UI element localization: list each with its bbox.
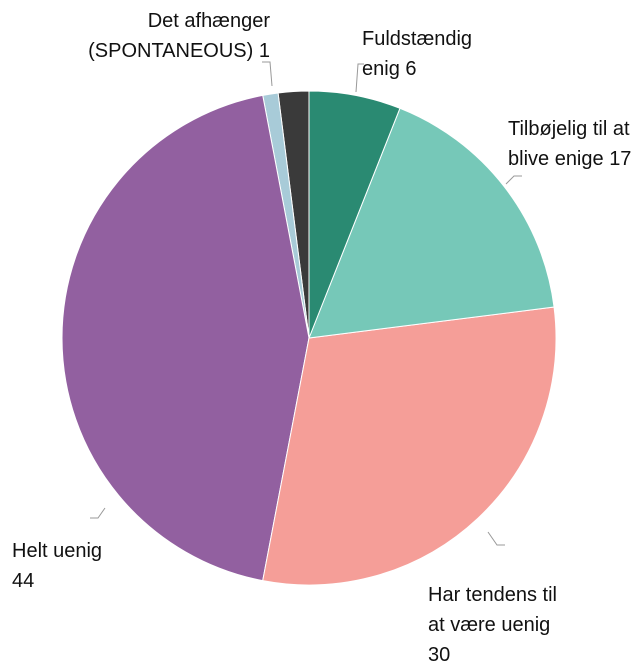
slice-label: Helt uenig 44	[12, 536, 122, 596]
value-label: 6	[405, 58, 417, 80]
slice-label: Har tendens til at være uenig 30	[428, 580, 578, 666]
pie-slice	[308, 107, 555, 339]
slice-label: Fuldstændig enig 6	[362, 24, 512, 84]
category-label: Fuldstændig enig	[362, 28, 473, 80]
leader-line	[487, 531, 505, 546]
slice-label: Tilbøjelig til at blive enige 17	[508, 114, 641, 174]
pie-slice	[262, 306, 557, 586]
category-label: Helt uenig	[12, 540, 103, 562]
leader-line	[90, 507, 106, 519]
value-label: 1	[258, 40, 270, 62]
leader-line	[505, 175, 522, 185]
leader-line	[355, 63, 364, 93]
leader-line	[262, 61, 273, 87]
category-label: Har tendens til at være uenig	[428, 584, 557, 636]
category-label: Det afhænger (SPONTANEOUS)	[88, 10, 270, 62]
value-label: 17	[609, 148, 632, 170]
slice-label: Det afhænger (SPONTANEOUS) 1	[8, 6, 270, 66]
category-label: Tilbøjelig til at blive enige	[508, 118, 630, 170]
pie-slice	[61, 94, 310, 582]
value-label: 44	[12, 570, 35, 592]
pie-slice	[308, 90, 401, 339]
value-label: 30	[428, 644, 451, 666]
